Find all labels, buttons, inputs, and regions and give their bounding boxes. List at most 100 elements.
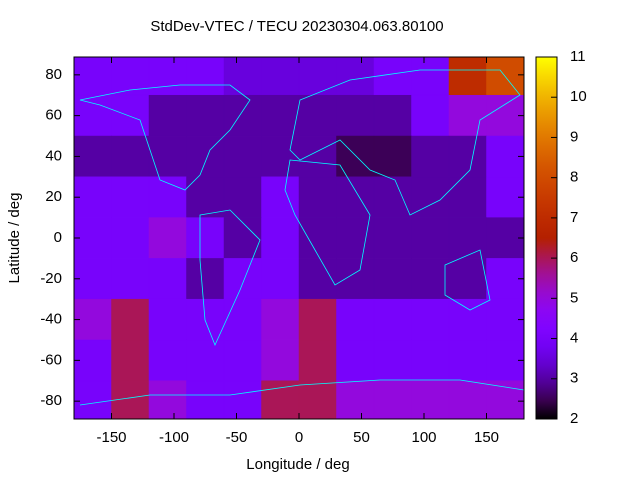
heat-cell: [373, 339, 412, 382]
heat-cell: [73, 94, 112, 137]
y-tick-label: 0: [54, 229, 62, 246]
heat-cell: [261, 56, 300, 96]
colorbar-tick-label: 11: [570, 48, 586, 65]
heat-cell: [486, 217, 525, 259]
heat-cell: [448, 176, 487, 218]
heat-cell: [148, 217, 187, 259]
heat-cell: [148, 135, 187, 178]
heat-cell: [223, 56, 262, 96]
heat-cell: [411, 135, 450, 178]
heatmap: [73, 56, 525, 420]
heat-cell: [186, 339, 225, 382]
heat-cell: [336, 176, 375, 218]
heat-cell: [486, 380, 525, 420]
heat-cell: [298, 380, 337, 420]
heat-cell: [373, 298, 412, 341]
x-tick-label: -50: [226, 429, 248, 446]
heat-cell: [223, 339, 262, 382]
heat-cell: [336, 56, 375, 96]
heat-cell: [411, 217, 450, 259]
x-tick-label: 0: [295, 429, 303, 446]
heat-cell: [261, 135, 300, 178]
heat-cell: [186, 176, 225, 218]
heat-cell: [148, 56, 187, 96]
heat-cell: [261, 176, 300, 218]
heat-cell: [73, 56, 112, 96]
heat-cell: [111, 217, 150, 259]
y-tick-label: -60: [40, 351, 62, 368]
heat-cell: [298, 339, 337, 382]
heat-cell: [336, 258, 375, 300]
heat-cell: [111, 339, 150, 382]
heat-cell: [298, 56, 337, 96]
coastlines: [79, 69, 525, 406]
heat-cell: [223, 217, 262, 259]
y-tick-label: 40: [45, 147, 62, 164]
x-tick-label: 50: [353, 429, 370, 446]
heat-cell: [373, 258, 412, 300]
y-tick-label: 60: [45, 107, 62, 124]
heat-cell: [186, 94, 225, 137]
heat-cell: [298, 298, 337, 341]
x-tick-label: -150: [96, 429, 126, 446]
heat-cell: [73, 258, 112, 300]
heat-cell: [411, 339, 450, 382]
heat-cell: [448, 258, 487, 300]
y-tick-label: -80: [40, 392, 62, 409]
y-tick-label: -40: [40, 311, 62, 328]
heat-cell: [73, 380, 112, 420]
heat-cell: [261, 258, 300, 300]
colorbar-tick-label: 2: [570, 410, 578, 427]
heat-cell: [261, 380, 300, 420]
heat-cell: [448, 94, 487, 137]
x-tick-label: 150: [474, 429, 499, 446]
heat-cell: [111, 176, 150, 218]
heat-cell: [336, 339, 375, 382]
heat-cell: [411, 298, 450, 341]
heat-cell: [411, 380, 450, 420]
heat-cell: [261, 94, 300, 137]
heat-cell: [148, 258, 187, 300]
heat-cell: [448, 56, 487, 96]
heat-cell: [486, 135, 525, 178]
heat-cell: [186, 258, 225, 300]
heat-cell: [448, 135, 487, 178]
heat-cell: [261, 298, 300, 341]
heat-cell: [298, 94, 337, 137]
heat-cell: [223, 298, 262, 341]
heat-cell: [148, 94, 187, 137]
heat-cell: [111, 298, 150, 341]
heat-cell: [336, 94, 375, 137]
heat-cell: [73, 298, 112, 341]
heat-cell: [186, 380, 225, 420]
heat-cell: [148, 298, 187, 341]
heat-cell: [111, 135, 150, 178]
heat-cell: [298, 217, 337, 259]
heat-cell: [298, 258, 337, 300]
heat-cell: [261, 217, 300, 259]
colorbar-tick-label: 5: [570, 289, 578, 306]
heat-cell: [373, 56, 412, 96]
heat-cell: [111, 258, 150, 300]
y-tick-label: 20: [45, 188, 62, 205]
heat-cell: [336, 217, 375, 259]
colorbar-tick-label: 8: [570, 169, 578, 186]
colorbar: [535, 56, 558, 420]
heat-cell: [261, 339, 300, 382]
heat-cell: [448, 298, 487, 341]
colorbar-tick-label: 9: [570, 128, 578, 145]
heat-cell: [448, 339, 487, 382]
heat-cell: [448, 217, 487, 259]
heat-cell: [411, 94, 450, 137]
heat-cell: [223, 135, 262, 178]
x-tick-label: -100: [159, 429, 189, 446]
heat-cell: [448, 380, 487, 420]
heat-cell: [223, 380, 262, 420]
heat-cell: [148, 339, 187, 382]
heat-cell: [411, 56, 450, 96]
heat-cell: [186, 56, 225, 96]
heat-cell: [411, 258, 450, 300]
chart-title: StdDev-VTEC / TECU 20230304.063.80100: [150, 18, 443, 35]
heat-cell: [486, 94, 525, 137]
